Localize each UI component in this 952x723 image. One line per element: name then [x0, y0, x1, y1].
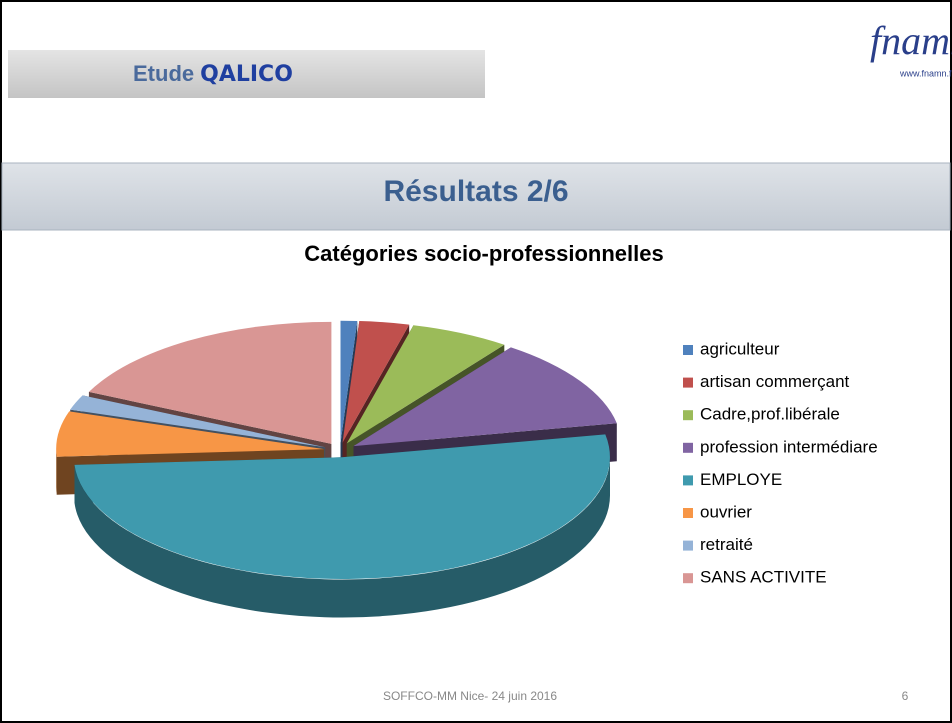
slice-top [346, 325, 505, 444]
header-title: Etude QALICO [133, 61, 293, 87]
slice-top [70, 395, 326, 448]
slice-top [342, 321, 410, 443]
legend-label: profession intermédiare [700, 437, 878, 456]
header-box [8, 50, 485, 98]
legend-label: artisan commerçant [700, 372, 850, 391]
logo-url: www.fnamn.fr [899, 68, 952, 78]
slice-top [88, 321, 332, 444]
slice-top [74, 434, 610, 579]
legend-swatch [683, 475, 693, 486]
legend-swatch [683, 508, 693, 518]
slice-top [340, 320, 358, 443]
page-number: 6 [902, 689, 909, 703]
slice-side [56, 449, 57, 495]
slice-side [74, 457, 611, 618]
legend-label: EMPLOYE [700, 470, 782, 489]
slice-top [353, 347, 617, 447]
section-title: Résultats 2/6 [383, 175, 568, 208]
legend-swatch [683, 345, 693, 355]
chart-title: Catégories socio-professionnelles [304, 241, 663, 266]
logo-text: fnamn [870, 18, 952, 63]
legend-swatch [683, 540, 693, 551]
legend-swatch [683, 377, 693, 388]
legend-label: SANS ACTIVITE [700, 568, 827, 587]
legend-label: Cadre,prof.libérale [700, 405, 840, 424]
section-band [1, 162, 951, 231]
slice-top [56, 411, 325, 457]
header-emphasis: QALICO [200, 62, 293, 87]
legend-swatch [683, 442, 693, 453]
header-prefix: Etude [133, 61, 194, 86]
legend-label: ouvrier [700, 502, 752, 521]
pie-slice [74, 434, 611, 618]
legend-swatch [683, 410, 693, 421]
legend-label: agriculteur [700, 339, 780, 358]
footer-text: SOFFCO-MM Nice- 24 juin 2016 [383, 689, 557, 703]
legend-swatch [683, 573, 693, 584]
legend-label: retraité [700, 535, 753, 554]
